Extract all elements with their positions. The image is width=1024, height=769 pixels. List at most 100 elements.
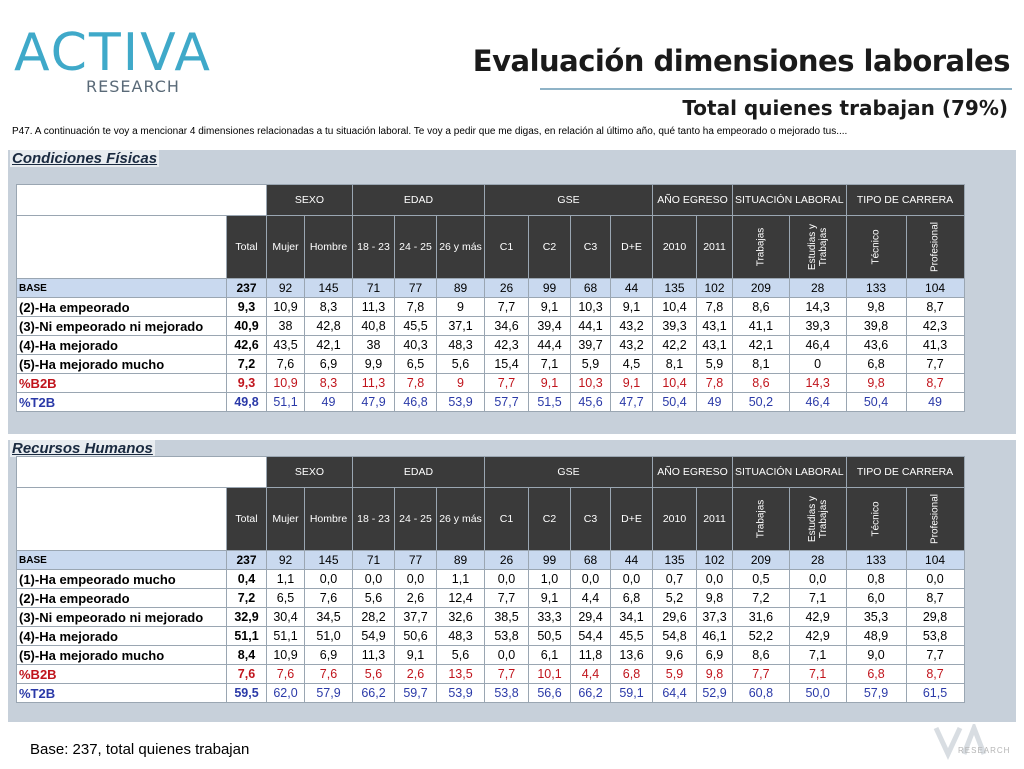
value-cell: 10,4: [652, 373, 697, 393]
total-cell: 9,3: [226, 373, 267, 393]
value-cell: 39,8: [845, 316, 907, 336]
value-cell: 43,6: [845, 335, 907, 355]
value-cell: 9,1: [610, 373, 653, 393]
value-cell: 8,3: [304, 297, 353, 317]
total-cell: 8,4: [226, 645, 267, 665]
table-row: (2)-Ha empeorado 9,3 10,9 8,3 11,3 7,8 9 7,7 9,1…: [16, 297, 965, 317]
value-cell: 145: [304, 550, 353, 570]
value-cell: 59,1: [610, 683, 653, 703]
value-cell: 37,3: [696, 607, 733, 627]
column-header-24-25: 24 - 25: [394, 215, 437, 279]
row-label: (2)-Ha empeorado: [16, 297, 227, 317]
value-cell: 71: [352, 550, 395, 570]
header-group-sexo: SEXO: [266, 184, 353, 216]
value-cell: 0,0: [696, 569, 733, 589]
value-cell: 66,2: [352, 683, 395, 703]
page-subtitle: Total quienes trabajan (79%): [682, 96, 1008, 120]
row-label: (5)-Ha mejorado mucho: [16, 354, 227, 374]
footer-logo-icon: [933, 721, 987, 760]
column-header-label: Estudias y Trabajas: [806, 223, 829, 271]
table-row: BASE 237 92 145 71 77 89 26 99 68 44 135 102 209 28 133…: [16, 278, 965, 298]
value-cell: 6,9: [304, 645, 353, 665]
value-cell: 26: [484, 550, 529, 570]
value-cell: 10,9: [266, 645, 305, 665]
total-cell: 49,8: [226, 392, 267, 412]
value-cell: 6,8: [610, 664, 653, 684]
column-header-2011: 2011: [696, 487, 733, 551]
value-cell: 4,4: [570, 664, 611, 684]
column-header-2010: 2010: [652, 487, 697, 551]
column-header-label: Profesional: [929, 493, 941, 545]
title-divider: [540, 88, 1012, 90]
value-cell: 46,4: [788, 392, 847, 412]
value-cell: 8,3: [304, 373, 353, 393]
table-row: BASE 237 92 145 71 77 89 26 99 68 44 135 102 209 28 133…: [16, 550, 965, 570]
value-cell: 64,4: [652, 683, 697, 703]
value-cell: 38: [352, 335, 395, 355]
value-cell: 11,3: [352, 645, 395, 665]
value-cell: 9,1: [528, 588, 571, 608]
value-cell: 42,1: [732, 335, 790, 355]
header-group-gse: GSE: [484, 456, 653, 488]
value-cell: 7,1: [788, 588, 847, 608]
value-cell: 89: [436, 550, 485, 570]
base-note: Base: 237, total quienes trabajan: [30, 741, 250, 758]
value-cell: 4,4: [570, 588, 611, 608]
value-cell: 9,1: [610, 297, 653, 317]
value-cell: 8,1: [652, 354, 697, 374]
total-cell: 237: [226, 278, 267, 298]
value-cell: 4,5: [610, 354, 653, 374]
value-cell: 5,6: [436, 354, 485, 374]
column-header-18-23: 18 - 23: [352, 487, 395, 551]
row-label: %B2B: [16, 373, 227, 393]
value-cell: 61,5: [905, 683, 965, 703]
value-cell: 45,5: [394, 316, 437, 336]
value-cell: 57,7: [484, 392, 529, 412]
column-header-hombre: Hombre: [304, 215, 353, 279]
value-cell: 0,0: [570, 569, 611, 589]
value-cell: 57,9: [845, 683, 907, 703]
column-header-2010: 2010: [652, 215, 697, 279]
value-cell: 145: [304, 278, 353, 298]
value-cell: 48,3: [436, 335, 485, 355]
value-cell: 7,7: [484, 588, 529, 608]
value-cell: 46,4: [788, 335, 847, 355]
header-sub-row: Total Mujer Hombre 18 - 23 24 - 25 26 y más C1…: [16, 487, 965, 551]
row-label: (3)-Ni empeorado ni mejorado: [16, 316, 227, 336]
value-cell: 42,9: [788, 626, 847, 646]
column-header-d-e: D+E: [610, 487, 653, 551]
value-cell: 0,0: [484, 645, 529, 665]
total-cell: 32,9: [226, 607, 267, 627]
value-cell: 66,2: [570, 683, 611, 703]
value-cell: 92: [266, 278, 305, 298]
value-cell: 51,1: [266, 392, 305, 412]
value-cell: 39,7: [570, 335, 611, 355]
value-cell: 6,8: [610, 588, 653, 608]
table-row: (4)-Ha mejorado 42,6 43,5 42,1 38 40,3 48,3 42,…: [16, 335, 965, 355]
value-cell: 51,5: [528, 392, 571, 412]
value-cell: 1,1: [436, 569, 485, 589]
value-cell: 50,6: [394, 626, 437, 646]
value-cell: 30,4: [266, 607, 305, 627]
value-cell: 5,6: [352, 664, 395, 684]
value-cell: 5,9: [570, 354, 611, 374]
value-cell: 10,3: [570, 297, 611, 317]
value-cell: 133: [845, 550, 907, 570]
column-header-26-y-mas: 26 y más: [436, 487, 485, 551]
value-cell: 53,8: [905, 626, 965, 646]
value-cell: 34,5: [304, 607, 353, 627]
row-label: BASE: [16, 550, 227, 570]
header-group-row: SEXO EDAD GSE AÑO EGRESO SITUACIÓN LABORAL TI…: [16, 456, 965, 488]
value-cell: 7,7: [905, 354, 965, 374]
value-cell: 28: [788, 278, 847, 298]
value-cell: 49: [696, 392, 733, 412]
value-cell: 40,8: [352, 316, 395, 336]
row-label: (1)-Ha empeorado mucho: [16, 569, 227, 589]
value-cell: 42,3: [484, 335, 529, 355]
header-group-tipo-de-carrera: TIPO DE CARRERA: [845, 184, 965, 216]
value-cell: 1,1: [266, 569, 305, 589]
column-header-c1: C1: [484, 487, 529, 551]
value-cell: 0,0: [484, 569, 529, 589]
value-cell: 60,8: [732, 683, 790, 703]
value-cell: 2,6: [394, 664, 437, 684]
